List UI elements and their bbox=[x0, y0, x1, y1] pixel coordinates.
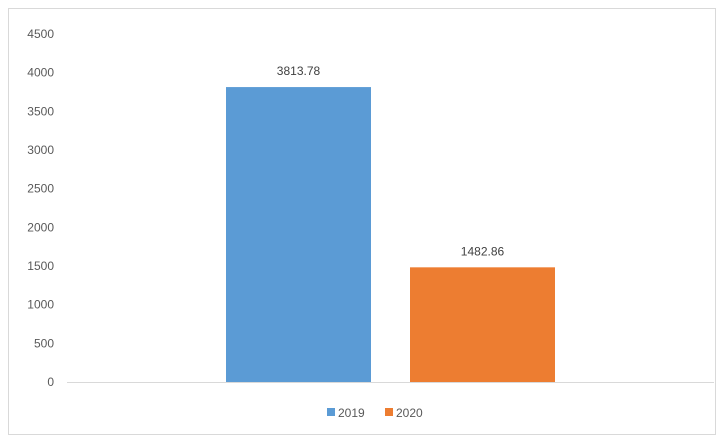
data-label-2019: 3813.78 bbox=[277, 64, 321, 78]
y-tick-label: 500 bbox=[34, 336, 54, 350]
bar-chart: 0 500 1000 1500 2000 2500 3000 3500 4000 4500 381… bbox=[27, 27, 714, 420]
data-labels: 3813.78 1482.86 bbox=[277, 64, 505, 258]
y-tick-label: 1500 bbox=[27, 259, 54, 273]
legend-label-2020: 2020 bbox=[396, 406, 423, 420]
y-tick-label: 3500 bbox=[27, 104, 54, 118]
y-tick-label: 2500 bbox=[27, 182, 54, 196]
legend: 2019 2020 bbox=[327, 406, 423, 420]
y-tick-label: 4000 bbox=[27, 66, 54, 80]
y-axis-ticks: 0 500 1000 1500 2000 2500 3000 3500 4000 4500 bbox=[27, 27, 54, 389]
y-tick-label: 4500 bbox=[27, 27, 54, 41]
chart-frame: 0 500 1000 1500 2000 2500 3000 3500 4000 4500 381… bbox=[8, 8, 716, 435]
data-label-2020: 1482.86 bbox=[461, 244, 505, 258]
y-tick-label: 1000 bbox=[27, 298, 54, 312]
bar-2020 bbox=[410, 267, 555, 382]
legend-swatch-2020 bbox=[385, 408, 393, 416]
legend-swatch-2019 bbox=[327, 408, 335, 416]
y-tick-label: 0 bbox=[47, 375, 54, 389]
bar-2019 bbox=[226, 87, 371, 382]
bars bbox=[226, 87, 555, 382]
y-tick-label: 2000 bbox=[27, 220, 54, 234]
legend-label-2019: 2019 bbox=[338, 406, 365, 420]
y-tick-label: 3000 bbox=[27, 143, 54, 157]
